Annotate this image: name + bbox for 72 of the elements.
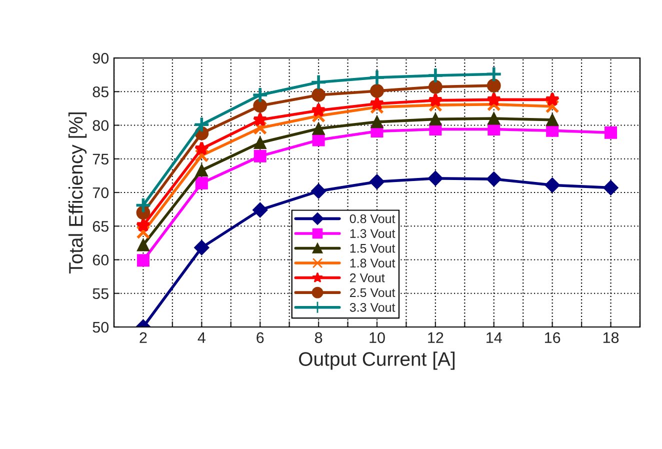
point	[546, 114, 559, 126]
x-tick-label: 14	[486, 332, 502, 343]
y-tick-label: 90	[92, 52, 109, 64]
point	[486, 171, 502, 187]
x-tick-label: 6	[256, 332, 264, 344]
y-tick-label: 70	[92, 187, 109, 198]
x-tick-label: 12	[428, 332, 444, 343]
point	[369, 174, 385, 190]
x-tick-label: 16	[545, 332, 560, 344]
point	[136, 218, 151, 232]
point	[194, 240, 210, 256]
x-tick-label: 4	[198, 332, 206, 343]
point	[604, 126, 618, 139]
legend-label: 1.5 Vout	[350, 244, 396, 253]
point	[254, 136, 266, 149]
y-tick-label: 55	[92, 288, 108, 300]
point	[603, 180, 618, 196]
point	[427, 67, 444, 84]
point	[486, 78, 501, 93]
point	[195, 164, 208, 177]
y-tick-label: 85	[92, 86, 108, 98]
y-tick-label: 50	[92, 322, 109, 333]
point	[429, 112, 442, 126]
point	[312, 88, 326, 102]
point	[195, 176, 208, 190]
legend-label: 2.5 Vout	[350, 288, 396, 298]
point	[136, 238, 150, 252]
point	[136, 254, 150, 267]
point	[310, 184, 326, 199]
legend-label: 0.8 Vout	[350, 214, 396, 224]
point	[370, 84, 384, 98]
point	[545, 92, 560, 106]
point	[252, 86, 268, 104]
y-tick-label: 65	[92, 220, 108, 232]
x-tick-label: 2	[140, 332, 147, 343]
point	[312, 122, 325, 135]
point	[252, 202, 268, 218]
point	[311, 102, 326, 117]
legend-label: 1.8 Vout	[350, 258, 396, 268]
point	[253, 120, 268, 135]
legend-label: 1.3 Vout	[350, 229, 396, 238]
point	[254, 150, 266, 162]
point	[545, 99, 560, 114]
point	[488, 112, 500, 125]
legend-label: 3.3 Vout	[350, 302, 396, 312]
point	[370, 116, 384, 128]
x-tick-label: 18	[603, 332, 619, 344]
point	[134, 196, 152, 214]
y-tick-label: 75	[92, 154, 108, 165]
point	[370, 96, 384, 110]
point	[544, 178, 560, 193]
point	[486, 92, 502, 106]
point	[428, 92, 443, 107]
legend-label: 2 Vout	[350, 273, 385, 282]
point	[193, 116, 210, 133]
y-tick-label: 80	[92, 120, 109, 131]
point	[194, 141, 209, 156]
point	[486, 66, 502, 82]
point	[310, 74, 327, 91]
point	[428, 170, 444, 186]
point	[253, 98, 268, 113]
x-tick-label: 10	[370, 332, 385, 344]
point	[368, 69, 386, 86]
y-axis-title: Total Efficiency [%]	[68, 112, 87, 274]
point	[252, 112, 268, 126]
point	[194, 148, 209, 162]
x-tick-label: 8	[314, 332, 322, 344]
y-tick-label: 60	[92, 254, 109, 266]
x-axis-title: Output Current [A]	[299, 352, 455, 370]
point	[428, 80, 442, 94]
point	[312, 134, 325, 146]
point	[136, 225, 150, 240]
